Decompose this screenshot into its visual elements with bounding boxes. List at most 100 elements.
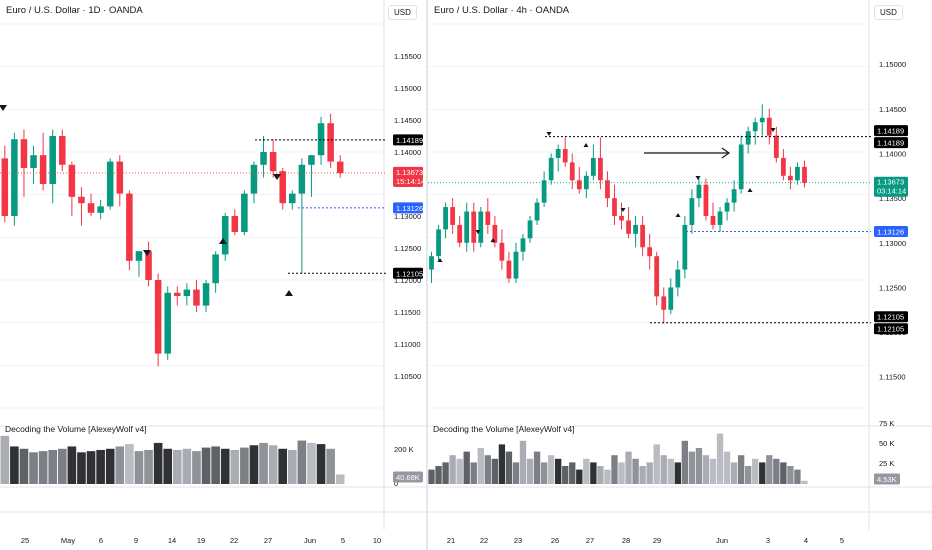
4h-price-chart[interactable]: 1.15000 1.14500 1.14000 1.13500 1.13000 1.125… [428,0,932,550]
candle-body [164,292,171,354]
volume-bar [597,466,604,484]
x-tick: 27 [586,536,594,545]
candle-body [20,139,28,168]
candle-body [555,149,561,158]
candle-body [731,189,737,203]
candle-body [802,166,807,183]
volume-bar [688,451,696,484]
daily-price-chart[interactable]: 1.155001.150001.145001.140001.135001.130… [0,0,426,550]
candle-body [59,136,66,165]
volume-bar [512,462,520,484]
volume-bar [211,446,220,484]
candle-body [788,175,793,181]
currency-button[interactable]: USD [874,5,903,20]
volume-bar [470,462,477,484]
candle-body [241,193,248,232]
volume-bar [723,451,731,484]
x-tick: 19 [197,536,205,545]
volume-bar [77,452,86,484]
indicator-label[interactable]: Decoding the Volume [AlexeyWolf v4] [433,424,575,434]
price-tick: 1.12500 [394,244,421,253]
volume-bar [590,462,597,484]
price-badge-bg [874,176,908,197]
candle-body [724,202,730,212]
candle-body [298,164,306,194]
price-tick: 1.11000 [394,340,421,349]
price-tick: 1.15000 [394,84,421,93]
candle-body [766,117,772,136]
candle-body [795,166,800,181]
candle-body [598,157,603,181]
level-badge-top-2: 1.14189 [877,139,904,148]
level-badge-bottom-bg [874,311,908,323]
price-tick: 1.13500 [879,194,906,203]
x-tick: 5 [840,536,844,545]
signal-up-icon [219,238,227,244]
chart-title: Euro / U.S. Dollar · 1D · OANDA [6,5,143,16]
volume-bar [618,462,625,484]
candle-body [135,251,143,261]
candle-body [87,203,95,213]
volume-bar [307,442,316,484]
candle-body [752,122,758,132]
volume-bar [646,462,653,484]
currency-button[interactable]: USD [388,5,417,20]
volume-bar [625,451,632,484]
volume-bar [681,440,689,484]
x-tick: 26 [551,536,559,545]
volume-bar [674,462,681,484]
candle-body [780,157,786,176]
volume-bar [484,455,491,484]
price-tick: 1.15500 [394,52,421,61]
volume-tick: 0 [394,479,398,488]
volume-tick: 75 K [879,419,894,428]
level-badge-bottom-2-bg [874,323,908,335]
volume-bar [326,448,335,484]
price-tick: 1.14500 [879,105,906,114]
signal-up-icon [490,238,496,242]
candle-body [289,193,296,204]
candle-body [626,220,631,234]
level-badge-bottom: 1.12105 [396,269,423,278]
signal-up-icon [285,290,293,296]
level-badge-bottom-bg [393,267,423,279]
candle-body [605,180,610,199]
candle-body [308,155,315,165]
candle-body [745,131,751,145]
indicator-label[interactable]: Decoding the Volume [AlexeyWolf v4] [5,424,147,434]
volume-bar [115,446,125,484]
volume-bar [201,447,211,484]
candle-body [520,238,526,252]
volume-bar [19,448,29,484]
4h-chart-panel[interactable]: 1.15000 1.14500 1.14000 1.13500 1.13000 1.125… [428,0,932,550]
daily-chart-panel[interactable]: 1.155001.150001.145001.140001.135001.130… [0,0,426,550]
x-tick: 25 [21,536,29,545]
candle-body [11,139,18,216]
volume-bar [172,449,182,484]
volume-bar [182,448,192,484]
candle-body [696,184,702,199]
level-badge-mid: 1.13126 [877,228,904,237]
pane-divider[interactable] [426,0,428,550]
x-tick: Jun [304,536,316,545]
price-badge-bg [393,166,423,187]
volume-tick: 25 K [879,459,894,468]
volume-bar [278,448,288,484]
chart-title: Euro / U.S. Dollar · 4h · OANDA [434,5,570,16]
candle-body [336,161,344,174]
candle-body [126,193,133,261]
price-badge: 1.13673 [396,168,423,177]
candle-body [327,123,334,162]
candle-body [450,207,456,225]
level-badge-mid-bg [874,226,908,238]
volume-bar [249,445,259,484]
price-tick: 1.14000 [879,149,906,158]
volume-bar [86,451,96,484]
x-tick: 22 [230,536,238,545]
level-badge-top-2-bg [874,137,908,149]
volume-tick: 200 K [394,445,414,454]
x-tick: May [61,536,75,545]
volume-badge-bg [874,473,900,485]
level-badge-mid: 1.13126 [396,204,423,213]
candle-body [221,216,229,255]
